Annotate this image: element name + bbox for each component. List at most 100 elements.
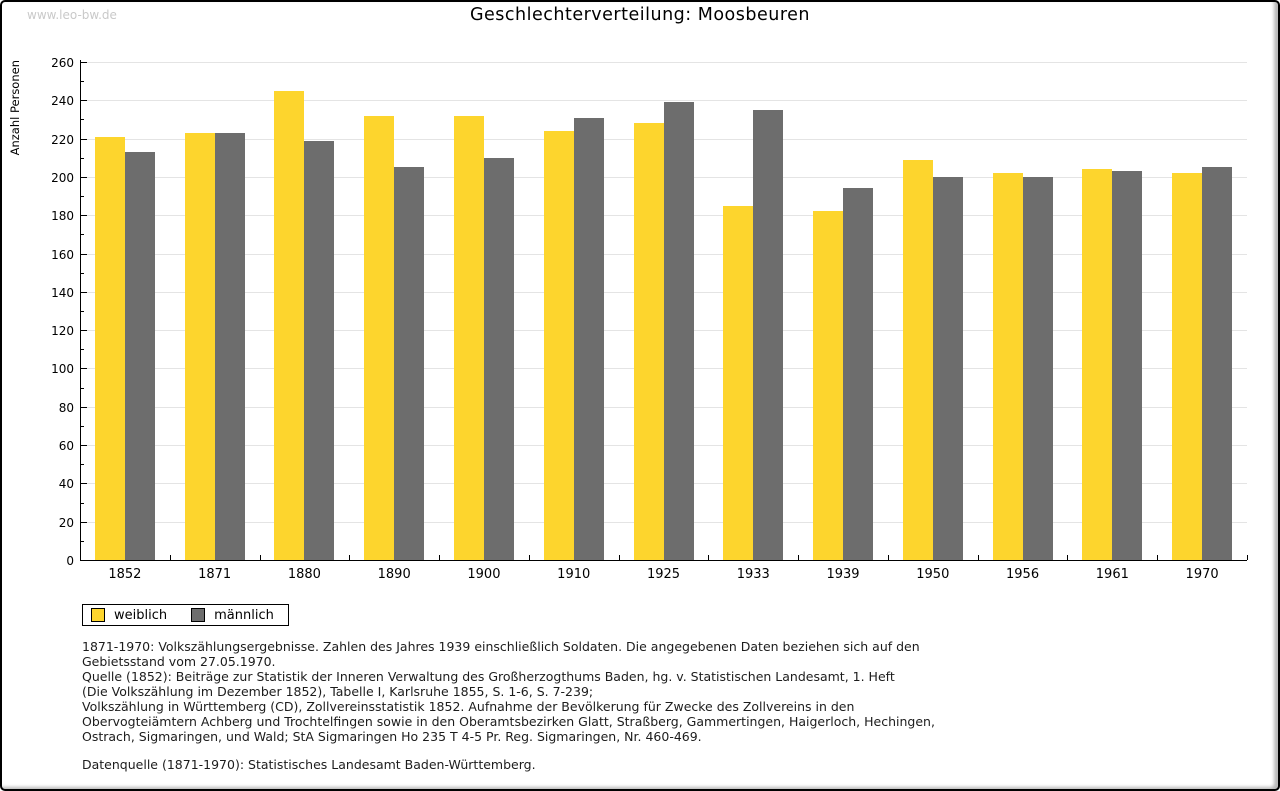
footnote-line: (Die Volkszählung im Dezember 1852), Tab… [82,684,594,699]
bar-maennlich [483,157,514,560]
bar-weiblich [94,136,125,560]
bar-maennlich [1112,171,1143,560]
x-tick [887,555,889,560]
bar-weiblich [184,132,215,560]
y-tick [81,349,84,351]
y-tick [81,483,87,485]
x-tick-label: 1970 [1185,567,1219,582]
x-tick [1157,555,1159,560]
bar-maennlich [1202,167,1233,560]
bar-maennlich [573,117,604,560]
x-tick-label: 1939 [826,567,860,582]
x-tick [169,555,171,560]
footnote-line: Quelle (1852): Beiträge zur Statistik de… [82,669,895,684]
x-axis [80,560,1247,561]
bar-weiblich [1172,173,1203,560]
y-tick-label: 240 [51,94,74,109]
y-tick-label: 220 [51,132,74,147]
bar-weiblich [902,159,933,560]
y-tick [81,100,87,102]
x-tick [528,555,530,560]
x-tick [1247,555,1248,560]
footnotes: 1871-1970: Volkszählungsergebnisse. Zahl… [82,639,1242,772]
y-tick [81,234,84,236]
y-tick [81,176,87,178]
y-tick [81,540,84,542]
y-tick [81,215,87,217]
footnote-line: Volkszählung in Württemberg (CD), Zollve… [82,699,855,714]
legend-label: männlich [214,607,274,623]
y-tick [81,81,84,83]
x-tick-label: 1950 [916,567,950,582]
bar-weiblich [453,115,484,560]
x-tick [618,555,620,560]
y-tick [81,157,84,159]
legend-item-maennlich: männlich [191,608,274,623]
bar-weiblich [813,211,844,560]
bar-maennlich [663,102,694,560]
y-tick [81,464,84,466]
bar-maennlich [932,176,963,560]
y-tick [81,138,87,140]
y-tick-label: 180 [51,209,74,224]
x-tick-label: 1910 [557,567,591,582]
footnote-line: Obervogteiämtern Achberg und Trochtelfin… [82,714,935,729]
bar-maennlich [843,188,874,560]
x-tick [798,555,800,560]
y-tick-label: 20 [58,515,74,530]
x-tick-label: 1852 [108,567,142,582]
y-axis-label: Anzahl Personen [8,60,22,156]
x-tick [1067,555,1069,560]
bar-weiblich [633,123,664,560]
y-tick-label: 200 [51,170,74,185]
x-tick-label: 1961 [1095,567,1129,582]
y-tick [81,521,87,523]
bar-weiblich [543,130,574,560]
chart-title: Geschlechterverteilung: Moosbeuren [469,5,810,25]
y-tick-label: 140 [51,285,74,300]
y-tick-label: 80 [58,400,74,415]
bar-maennlich [394,167,425,560]
x-tick-label: 1956 [1006,567,1040,582]
x-tick [708,555,710,560]
y-tick-label: 60 [58,439,74,454]
bar-weiblich [992,173,1023,560]
bar-maennlich [214,132,245,560]
x-tick [439,555,441,560]
y-tick [81,502,84,504]
y-tick [81,330,87,332]
y-tick-label: 100 [51,362,74,377]
x-tick-label: 1925 [646,567,681,582]
legend: weiblich männlich [82,604,289,626]
y-tick [81,368,87,370]
y-tick [81,119,84,121]
y-axis [80,60,81,561]
bar-maennlich [753,109,784,560]
y-tick-label: 40 [58,477,74,492]
y-tick [81,445,87,447]
y-tick-label: 260 [51,56,74,70]
plot-area: 0 20 40 60 80 100 120 140 160 180 200 220 240 260 1852… [51,56,1248,582]
bar-maennlich [124,152,155,560]
legend-item-weiblich: weiblich [91,608,167,623]
y-tick [81,272,84,274]
bar-weiblich [364,115,395,560]
x-tick [259,555,261,560]
datenquelle-line: Datenquelle (1871-1970): Statistisches L… [82,757,536,772]
legend-swatch [91,608,105,622]
x-tick-label: 1890 [377,567,411,582]
x-tick-label: 1871 [198,567,232,582]
gridline [81,100,1247,102]
footnote-line: 1871-1970: Volkszählungsergebnisse. Zahl… [82,639,920,654]
bar-maennlich [1022,176,1053,560]
bar-maennlich [304,140,335,560]
x-tick [349,555,351,560]
x-tick [977,555,979,560]
y-tick [81,196,84,198]
y-tick-label: 160 [51,247,74,262]
y-tick [81,311,84,312]
y-tick-label: 120 [51,324,74,339]
y-tick [81,253,87,255]
y-tick [81,387,84,389]
footnote-line: Ostrach, Sigmaringen, und Wald; StA Sigm… [82,729,702,744]
